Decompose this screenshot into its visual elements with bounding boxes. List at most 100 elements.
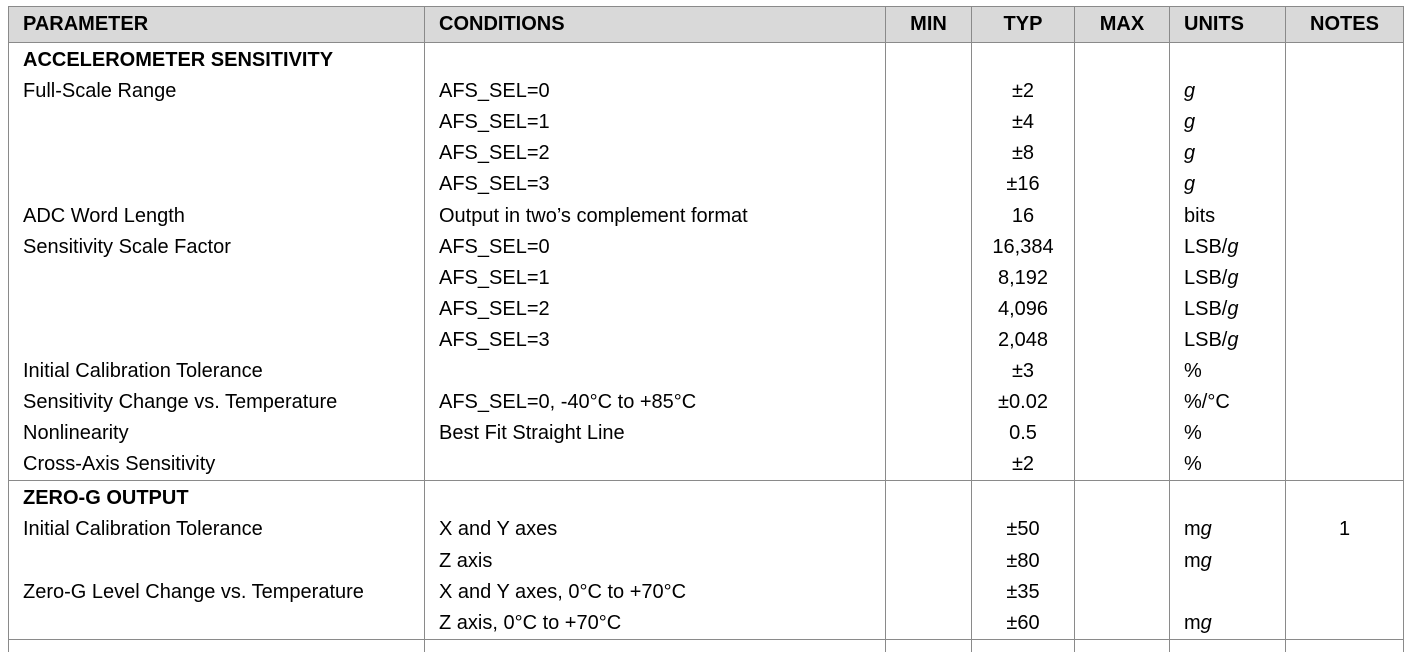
table-row: Z axis, 0°C to +70°C ±60 mg [8,607,1404,640]
unit-variable: g [1227,266,1239,289]
cell-parameter: ACCELEROMETER SENSITIVITY [8,42,425,77]
unit-variable: g [1200,549,1212,572]
cell-units: g [1169,138,1286,170]
cell-max [1074,514,1170,546]
table-row: Sensitivity Scale Factor AFS_SEL=0 16,384 L… [8,231,1404,263]
cell-notes: 1 [1285,514,1404,546]
cell-min [885,607,972,640]
cell-units: g [1169,76,1286,108]
cell-min [885,545,972,577]
cell-units: LSB/g [1169,293,1286,325]
cell-parameter [8,293,425,325]
cell-parameter: Sensitivity Change vs. Temperature [8,387,425,419]
cell-max [1074,138,1170,170]
cell-conditions: Z axis [424,545,886,577]
cell-conditions [424,42,886,77]
unit-text: LSB/ [1184,328,1228,351]
cell-notes [1285,449,1404,481]
col-header-parameter: PARAMETER [8,6,425,43]
cell-typ: ±16 [971,169,1075,201]
table-row: AFS_SEL=2 ±8 g [8,138,1404,170]
cell-parameter [8,262,425,294]
table-row: Initial Calibration Tolerance X and Y axe… [8,514,1404,546]
cell-notes [1285,76,1404,108]
table-row: Cross-Axis Sensitivity ±2% [8,449,1404,481]
cell-max [1074,293,1170,325]
unit-text: % [1184,359,1202,382]
col-header-conditions: CONDITIONS [424,6,886,43]
unit-variable: g [1184,173,1196,196]
cell-parameter: Zero-G Level Change vs. Temperature [8,576,425,608]
cell-min [885,514,972,546]
cell-typ: ±0.02 [971,387,1075,419]
cell-notes [1285,418,1404,450]
cell-units: LSB/g [1169,231,1286,263]
cell-typ: 16 [971,200,1075,232]
cell-min [885,231,972,263]
cell-min [885,107,972,139]
section-row: ACCELEROMETER SENSITIVITY [8,42,1404,77]
cell-max [1074,169,1170,201]
unit-text: LSB/ [1184,235,1228,258]
cell-typ: 8,192 [971,262,1075,294]
cell-notes [1285,169,1404,201]
cell-max [1074,576,1170,608]
cell-parameter: Nonlinearity [8,418,425,450]
cell-parameter [8,545,425,577]
table-row: Full-Scale Range AFS_SEL=0 ±2 g [8,76,1404,108]
cell-notes [1285,545,1404,577]
unit-variable: g [1227,235,1239,258]
table-row-partial [8,638,1404,652]
cell-notes [1285,324,1404,356]
cell-units: g [1169,107,1286,139]
unit-variable: g [1200,611,1212,634]
table-row: AFS_SEL=1 ±4 g [8,107,1404,139]
cell-typ: 2,048 [971,324,1075,356]
cell-max [1074,480,1170,515]
cell-typ: ±4 [971,107,1075,139]
cell-units: % [1169,418,1286,450]
cell-min [885,576,972,608]
spec-table: PARAMETER CONDITIONS MIN TYP MAX UNITS N… [8,6,1404,652]
cell-notes [1285,607,1404,640]
cell-units [1169,42,1286,77]
cell-conditions [424,355,886,388]
cell-units [1169,638,1286,652]
cell-conditions: X and Y axes [424,514,886,546]
cell-min [885,42,972,77]
cell-min [885,76,972,108]
cell-units: LSB/g [1169,324,1286,356]
cell-notes [1285,107,1404,139]
cell-max [1074,42,1170,77]
cell-max [1074,107,1170,139]
cell-notes [1285,355,1404,388]
cell-units: LSB/g [1169,262,1286,294]
table-row: AFS_SEL=3 2,048 LSB/g [8,324,1404,356]
unit-text: % [1184,422,1202,445]
cell-min [885,387,972,419]
table-row: Nonlinearity Best Fit Straight Line 0.5% [8,418,1404,450]
cell-conditions: Output in two’s complement format [424,200,886,232]
cell-parameter [8,638,425,652]
table-row: Zero-G Level Change vs. Temperature X and… [8,576,1404,608]
unit-variable: g [1184,142,1196,165]
cell-typ: ±3 [971,355,1075,388]
cell-typ [971,480,1075,515]
cell-units: bits [1169,200,1286,232]
unit-text: m [1184,549,1201,572]
cell-conditions: AFS_SEL=2 [424,138,886,170]
cell-parameter: Cross-Axis Sensitivity [8,449,425,481]
cell-notes [1285,231,1404,263]
cell-conditions: X and Y axes, 0°C to +70°C [424,576,886,608]
section-row: ZERO-G OUTPUT [8,480,1404,515]
cell-min [885,480,972,515]
unit-text: LSB/ [1184,297,1228,320]
cell-typ: ±2 [971,449,1075,481]
cell-min [885,200,972,232]
cell-min [885,355,972,388]
col-header-units: UNITS [1169,6,1286,43]
col-header-min: MIN [885,6,972,43]
cell-min [885,324,972,356]
cell-min [885,638,972,652]
cell-max [1074,607,1170,640]
